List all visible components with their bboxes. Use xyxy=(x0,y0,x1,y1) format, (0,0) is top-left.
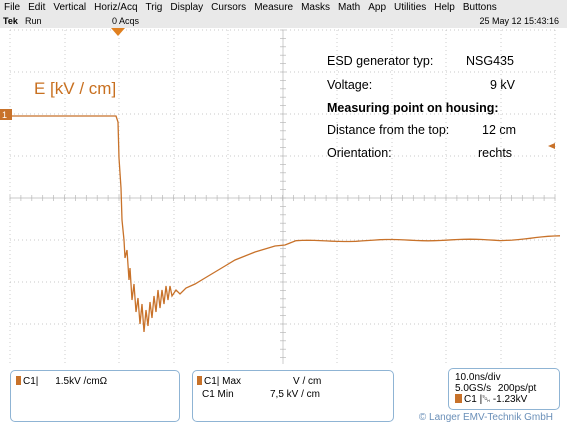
trigger-color-swatch xyxy=(455,394,462,403)
menu-item-display[interactable]: Display xyxy=(170,2,204,13)
waveform-trace xyxy=(12,115,561,333)
channel1-marker: 1 xyxy=(0,109,12,120)
meas-max-label: C1| Max xyxy=(204,376,242,387)
measurement-readout[interactable]: C1| Max V / cm C1 Min 7,5 kV / cm xyxy=(192,370,394,422)
menu-item-file[interactable]: File xyxy=(4,2,21,13)
info-value-3: 12 cm xyxy=(482,123,517,137)
graticule-grid xyxy=(9,29,556,364)
menu-item-masks[interactable]: Masks xyxy=(301,2,330,13)
menu-item-help[interactable]: Help xyxy=(434,2,455,13)
waveform-graticule: 1 xyxy=(0,28,561,364)
y-axis-label: E [kV / cm] xyxy=(34,79,117,98)
menu-item-vertical[interactable]: Vertical xyxy=(53,2,87,13)
sample-rate: 5.0GS/s xyxy=(455,383,492,394)
menu-item-app[interactable]: App xyxy=(368,2,387,13)
menu-item-math[interactable]: Math xyxy=(338,2,361,13)
channel1-readout[interactable]: C1| 1.5kV /cmΩ xyxy=(10,370,180,422)
status-bar: Tek Run 0 Acqs 25 May 12 15:43:16 xyxy=(0,15,567,28)
channel1-scale: 1.5kV /cm xyxy=(55,376,100,387)
info-value-1: 9 kV xyxy=(490,78,516,92)
trigger-level: -1.23kV xyxy=(492,394,528,405)
channel1-label: C1 xyxy=(23,376,36,387)
trigger-level-arrow xyxy=(548,143,555,149)
info-value-4: rechts xyxy=(478,146,513,160)
info-label-0: ESD generator typ: xyxy=(327,54,434,68)
meas-color-swatch xyxy=(197,376,202,385)
copyright-notice: © Langer EMV-Technik GmbH xyxy=(418,412,553,423)
menu-item-edit[interactable]: Edit xyxy=(28,2,46,13)
info-label-3: Distance from the top: xyxy=(327,123,450,137)
menu-item-measure[interactable]: Measure xyxy=(254,2,294,13)
info-label-2: Measuring point on housing: xyxy=(327,101,499,115)
timebase-div: 10.0ns/div xyxy=(455,372,501,383)
timebase-readout[interactable]: 10.0ns/div 5.0GS/s 200ps/pt C1 |␁ -1.23k… xyxy=(448,368,560,410)
info-label-1: Voltage: xyxy=(327,78,373,92)
datetime: 25 May 12 15:43:16 xyxy=(479,16,559,26)
info-value-0: NSG435 xyxy=(466,54,514,68)
run-state: Run xyxy=(25,16,42,26)
menu-item-trig[interactable]: Trig xyxy=(145,2,163,13)
waveform-display[interactable]: 1 E [kV / cm] ESD generator typ: NSG435 Vo… xyxy=(0,28,567,364)
trigger-channel: C1 xyxy=(464,394,477,405)
meas-min-label: C1 Min xyxy=(202,389,234,400)
menu-item-horiz-acq[interactable]: Horiz/Acq xyxy=(94,2,138,13)
info-label-4: Orientation: xyxy=(327,146,392,160)
menu-item-cursors[interactable]: Cursors xyxy=(211,2,247,13)
trigger-slope-icon: |␁ xyxy=(479,394,491,405)
menu-bar: File Edit Vertical Horiz/Acq Trig Display Curs… xyxy=(0,0,567,15)
meas-max-value: V / cm xyxy=(293,376,322,387)
record-resolution: 200ps/pt xyxy=(497,383,537,394)
brand-label: Tek xyxy=(3,16,18,26)
trigger-position-marker xyxy=(111,28,125,36)
channel1-impedance: Ω xyxy=(99,376,108,387)
meas-min-value: 7,5 kV / cm xyxy=(270,389,321,400)
menu-item-utilities[interactable]: Utilities xyxy=(394,2,427,13)
svg-text:1: 1 xyxy=(2,110,7,120)
channel1-color-swatch xyxy=(16,376,21,385)
menu-item-buttons[interactable]: Buttons xyxy=(462,2,497,13)
bottom-readout-bar: C1| 1.5kV /cmΩ C1| Max V / cm C1 Min 7,5… xyxy=(0,364,567,425)
acquisition-count: 0 Acqs xyxy=(112,16,140,26)
